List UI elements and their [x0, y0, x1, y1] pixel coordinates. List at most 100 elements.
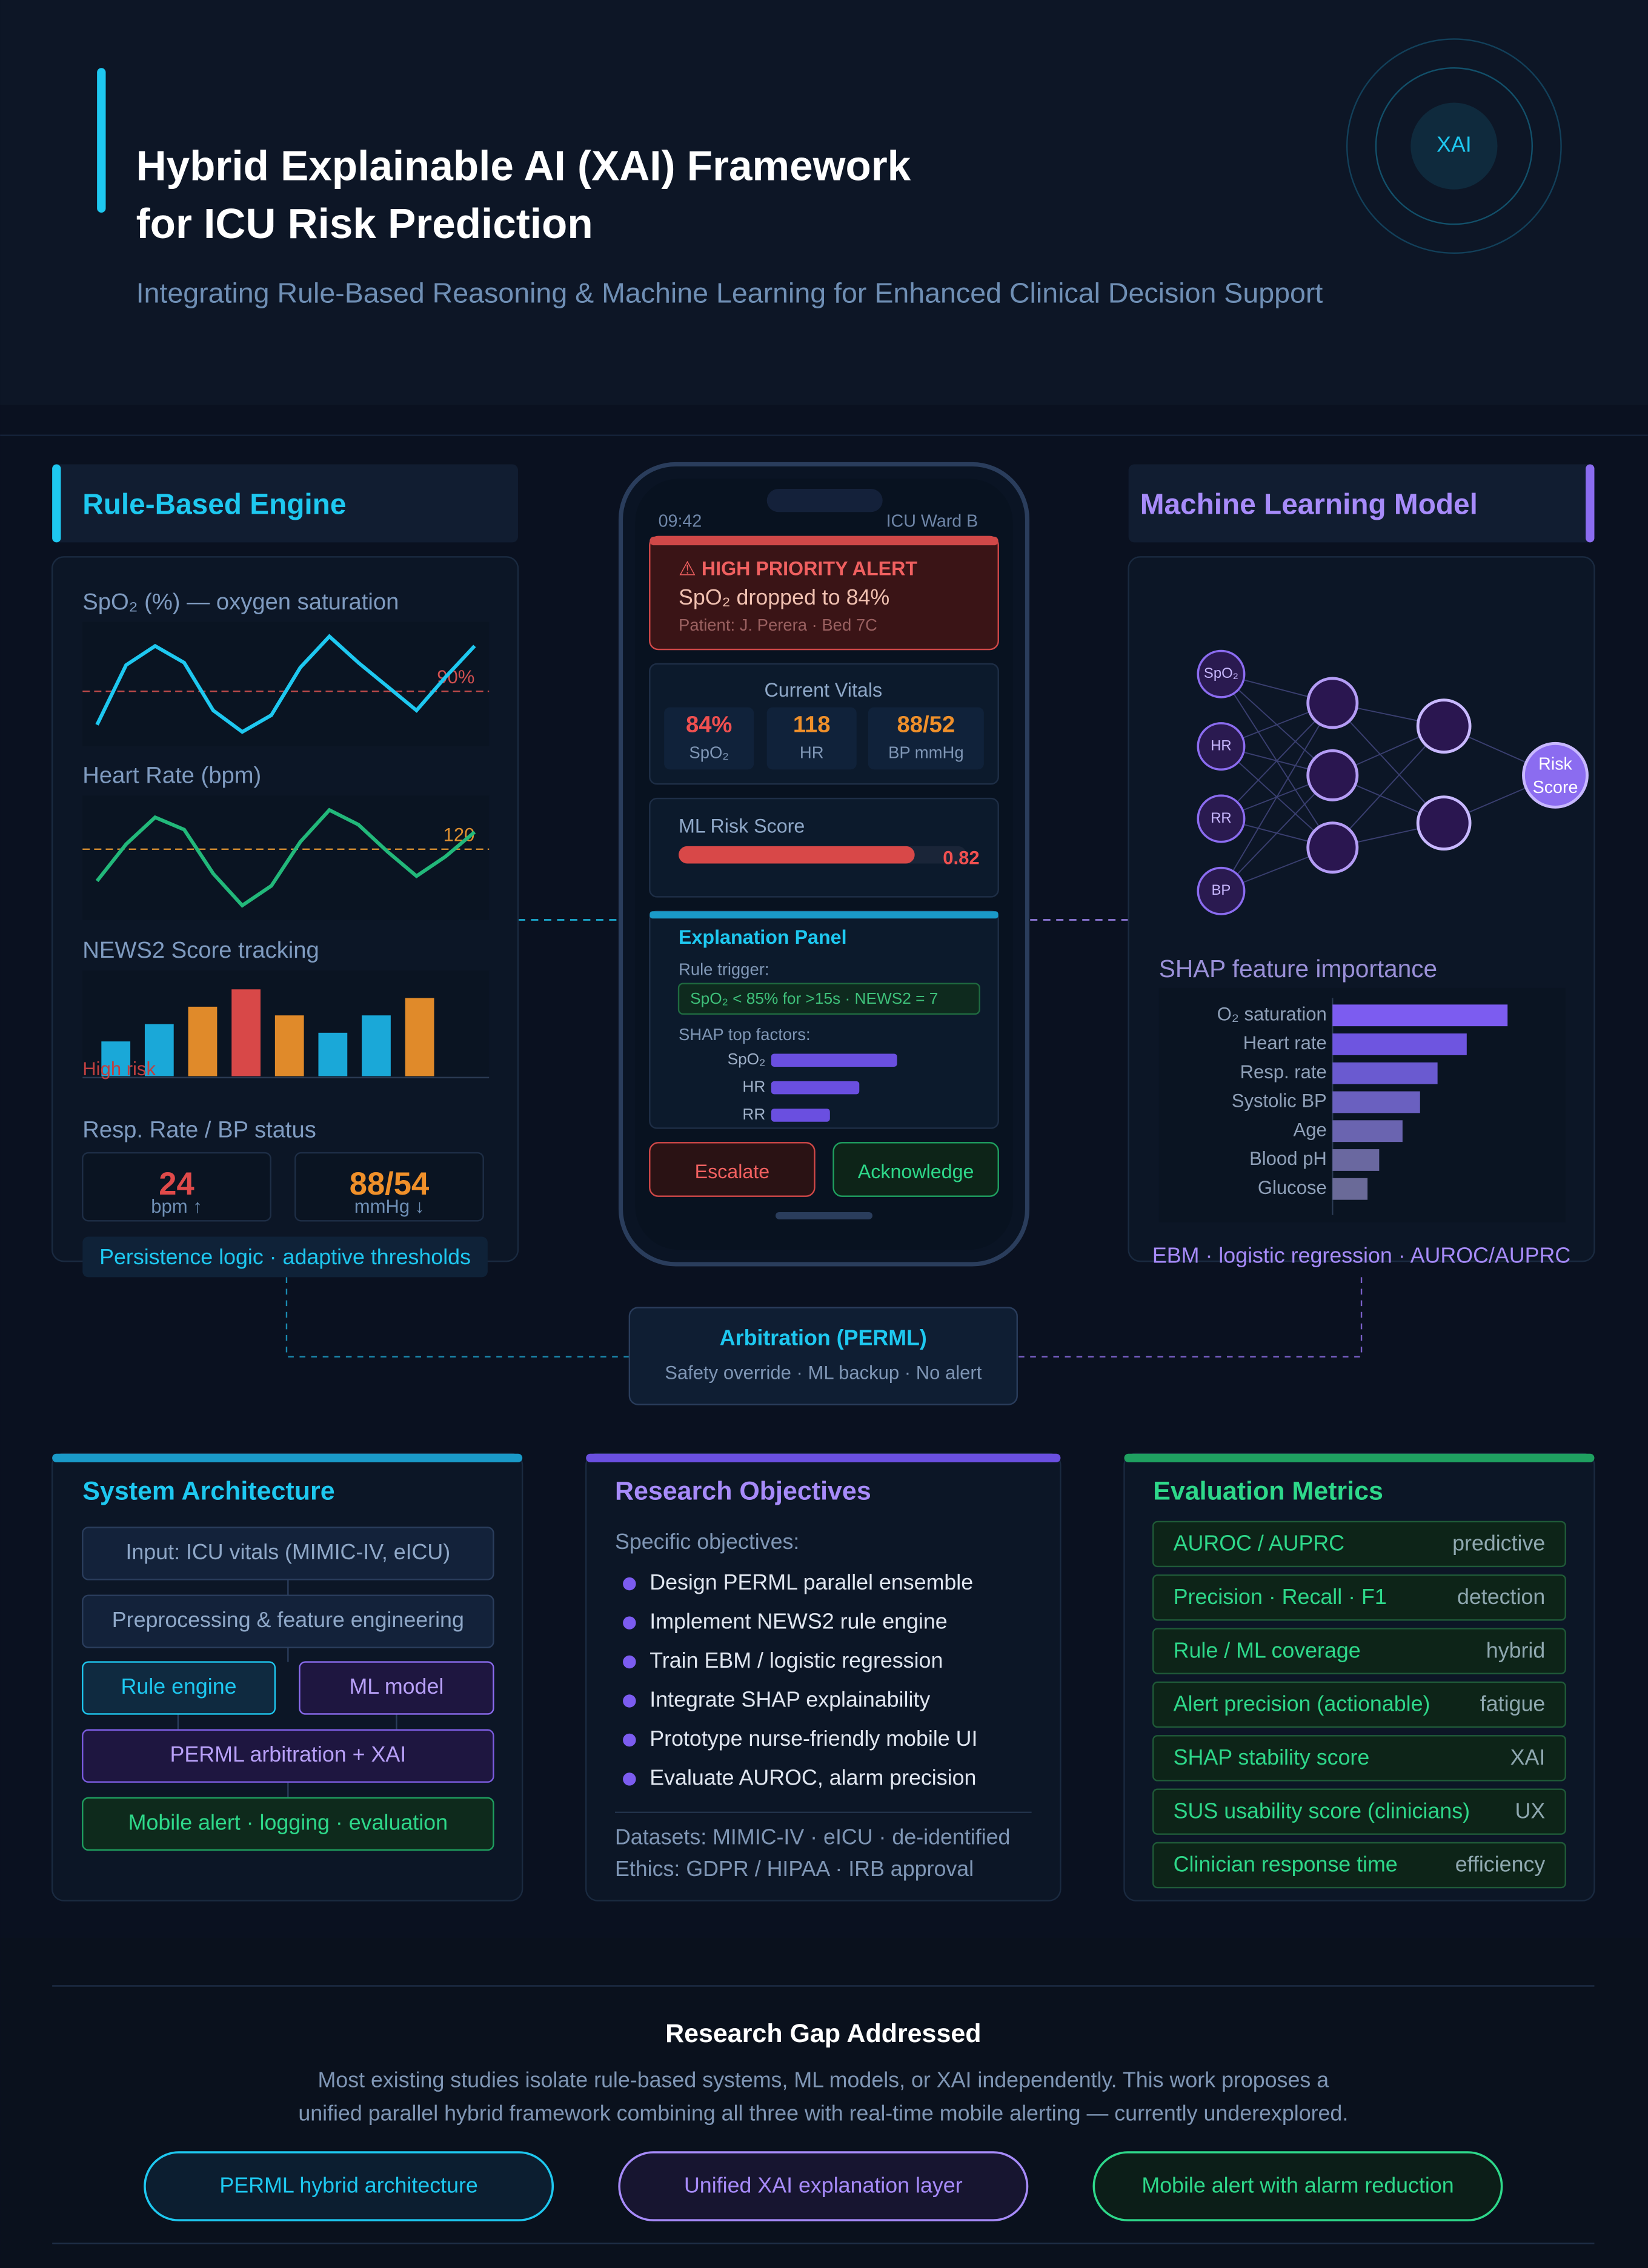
button[interactable] — [649, 1142, 816, 1197]
pill — [618, 2151, 1029, 2221]
panel-title: System Architecture — [82, 1477, 334, 1506]
edge — [1220, 775, 1333, 892]
risk-bar — [679, 846, 915, 864]
bar — [101, 1041, 131, 1076]
alert-patient: Patient: J. Perera · Bed 7C — [679, 615, 877, 634]
button-label: Escalate — [695, 1161, 770, 1182]
panel-title: Evaluation Metrics — [1153, 1477, 1383, 1506]
panel-title: Machine Learning Model — [1140, 488, 1478, 520]
arbitration-subtitle: Safety override · ML backup · No alert — [665, 1362, 982, 1384]
metric-tag: XAI — [1510, 1745, 1546, 1769]
note: Datasets: MIMIC-IV · eICU · de-identifie… — [615, 1825, 1010, 1849]
connector — [1018, 1277, 1363, 1358]
node-label: SpO₂ — [1204, 665, 1238, 681]
pill-label: PERML hybrid architecture — [219, 2174, 477, 2198]
button-label: Acknowledge — [858, 1161, 974, 1182]
pill — [1092, 2151, 1503, 2221]
bar — [1332, 1120, 1403, 1142]
metric-row — [1152, 1574, 1566, 1621]
panel-header — [52, 464, 518, 543]
vital-card — [868, 707, 984, 770]
label: SHAP top factors: — [679, 1025, 811, 1044]
status-location: ICU Ward B — [886, 512, 978, 531]
bar — [362, 1015, 391, 1076]
objective: Implement NEWS2 rule engine — [650, 1610, 947, 1634]
factor-label: HR — [742, 1078, 765, 1096]
bar — [144, 1024, 174, 1076]
metric-name: Rule / ML coverage — [1174, 1638, 1361, 1662]
connector — [285, 1277, 630, 1358]
input-node — [1197, 794, 1246, 843]
step-label: PERML arbitration + XAI — [170, 1742, 407, 1766]
vital-card — [664, 707, 754, 770]
rule-box — [677, 983, 980, 1015]
factor-label: SpO₂ — [728, 1050, 766, 1068]
hidden-node — [1306, 749, 1359, 801]
metric-row — [1152, 1735, 1566, 1782]
objective: Integrate SHAP explainability — [650, 1687, 930, 1711]
step-box — [82, 1797, 494, 1851]
objective: Evaluate AUROC, alarm precision — [650, 1765, 976, 1789]
node-label: Risk — [1538, 755, 1572, 774]
edge — [1220, 702, 1333, 820]
feature-label: Resp. rate — [1240, 1061, 1327, 1083]
section-title: Research Gap Addressed — [665, 2019, 981, 2048]
feature-label: Glucose — [1258, 1177, 1327, 1198]
vital-label: SpO₂ — [689, 743, 729, 761]
metric-name: Alert precision (actionable) — [1174, 1692, 1430, 1716]
step-label: Mobile alert · logging · evaluation — [128, 1810, 448, 1834]
label: SpO₂ (%) — oxygen saturation — [82, 589, 399, 615]
ring — [1375, 67, 1533, 225]
pill-label: Mobile alert with alarm reduction — [1141, 2174, 1454, 2198]
objective: Prototype nurse-friendly mobile UI — [650, 1726, 977, 1751]
input-node — [1197, 866, 1246, 915]
label: Resp. Rate / BP status — [82, 1116, 316, 1142]
panel-strip — [1124, 1453, 1595, 1463]
feature-label: Heart rate — [1243, 1032, 1327, 1053]
feature-label: Blood pH — [1249, 1148, 1327, 1169]
metric-row — [1152, 1628, 1566, 1674]
panel-strip — [650, 911, 998, 919]
step-label: Preprocessing & feature engineering — [112, 1608, 464, 1632]
bar — [188, 1006, 218, 1076]
step-box — [82, 1661, 276, 1715]
bar — [405, 998, 434, 1076]
line — [95, 807, 476, 908]
alert-strip — [650, 536, 998, 546]
accent — [97, 68, 106, 213]
step-box — [299, 1661, 494, 1715]
bullet — [623, 1772, 636, 1786]
output-node — [1522, 741, 1589, 809]
metric-name: AUROC / AUPRC — [1174, 1531, 1344, 1556]
status-unit: mmHg ↓ — [354, 1196, 425, 1217]
pill-label: Unified XAI explanation layer — [684, 2174, 963, 2198]
metric-row — [1152, 1842, 1566, 1889]
metric-tag: efficiency — [1455, 1852, 1546, 1877]
button[interactable] — [832, 1142, 999, 1197]
section-text: Most existing studies isolate rule-based… — [317, 2067, 1329, 2092]
metric-tag: hybrid — [1486, 1638, 1546, 1662]
vitals-title: Current Vitals — [765, 679, 883, 701]
edge — [1220, 702, 1334, 892]
panel-strip — [52, 1453, 523, 1463]
title: for ICU Risk Prediction — [136, 200, 593, 247]
feature-label: O₂ saturation — [1217, 1003, 1327, 1024]
factor-label: RR — [742, 1105, 765, 1123]
step-label: Rule engine — [121, 1674, 237, 1699]
metric-tag: UX — [1515, 1799, 1546, 1823]
header-bg — [0, 0, 1648, 405]
bullet — [623, 1655, 636, 1669]
status-card — [82, 1152, 271, 1222]
hidden-node — [1416, 698, 1472, 754]
panel-title: Research Objectives — [615, 1477, 871, 1506]
metric-name: Precision · Recall · F1 — [1174, 1585, 1387, 1609]
vital-label: HR — [800, 743, 824, 761]
accent — [1586, 464, 1595, 543]
panel-header — [1128, 464, 1595, 543]
node-label: BP — [1212, 882, 1231, 898]
node-label: Score — [1533, 778, 1578, 797]
metric-name: Clinician response time — [1174, 1852, 1398, 1877]
hidden-node — [1306, 677, 1359, 729]
metric-row — [1152, 1788, 1566, 1835]
